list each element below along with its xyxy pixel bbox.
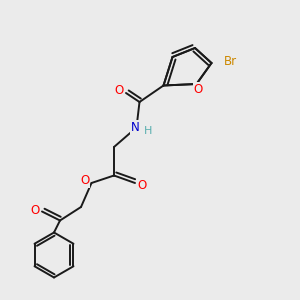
Text: N: N [130,121,140,134]
Text: O: O [115,84,124,97]
Text: O: O [31,204,40,217]
Text: O: O [137,179,146,192]
Text: O: O [80,174,89,187]
Text: Br: Br [224,55,237,68]
Text: H: H [144,125,152,136]
Text: O: O [194,83,202,96]
